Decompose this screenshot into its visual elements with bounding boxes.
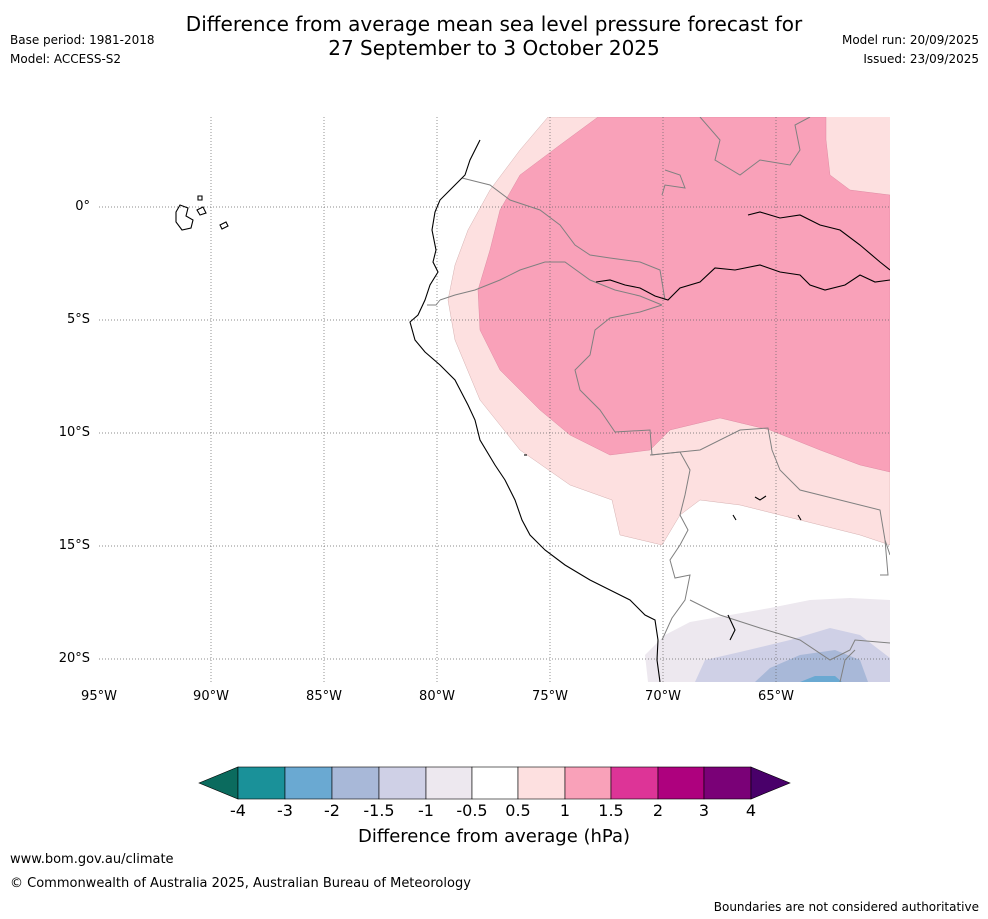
title-line-1: Difference from average mean sea level p… xyxy=(185,12,803,36)
colorbar-tick: -2 xyxy=(324,801,340,820)
map-panel xyxy=(99,117,890,682)
colorbar-extend-low xyxy=(198,766,239,800)
colorbar-tick: -1.5 xyxy=(363,801,395,820)
colorbar-segment-10 xyxy=(657,766,705,800)
coastlines xyxy=(175,139,890,682)
map-title: Difference from average mean sea level p… xyxy=(0,12,988,60)
anomaly-zone-1-1.5 xyxy=(477,117,890,473)
lat-label-0: 0° xyxy=(75,199,90,214)
colorbar-segment-3 xyxy=(331,766,380,800)
colorbar-segment-8 xyxy=(564,766,612,800)
colorbar-segment-4 xyxy=(378,766,427,800)
lon-label-80w: 80°W xyxy=(419,689,455,704)
colorbar-segment-11 xyxy=(703,766,752,800)
lat-label-10s: 10°S xyxy=(58,425,90,440)
disclaimer-text: Boundaries are not considered authoritat… xyxy=(713,900,979,914)
colorbar-tick: 2 xyxy=(652,801,664,820)
colorbar-tick: 0.5 xyxy=(505,801,531,820)
lon-label-85w: 85°W xyxy=(306,689,342,704)
gridlines xyxy=(99,117,890,682)
colorbar-tick: -0.5 xyxy=(456,801,488,820)
colorbar-segment-5 xyxy=(425,766,473,800)
colorbar-tick: 1.5 xyxy=(598,801,624,820)
anomaly-zone-neg-3-2 xyxy=(800,676,842,682)
lon-label-95w: 95°W xyxy=(81,689,117,704)
colorbar-tick: -1 xyxy=(418,801,434,820)
colorbar-tick: 4 xyxy=(745,801,757,820)
colorbar xyxy=(198,766,791,800)
copyright-text: © Commonwealth of Australia 2025, Austra… xyxy=(10,876,471,891)
website-link[interactable]: www.bom.gov.au/climate xyxy=(10,852,174,867)
lon-label-75w: 75°W xyxy=(532,689,568,704)
lat-label-15s: 15°S xyxy=(58,538,90,553)
lat-label-5s: 5°S xyxy=(66,312,90,327)
anomaly-zone-neg-2-1.5 xyxy=(755,650,868,682)
colorbar-segment-9 xyxy=(610,766,659,800)
lon-label-65w: 65°W xyxy=(758,689,794,704)
colorbar-tick: 1 xyxy=(559,801,571,820)
model-name: Model: ACCESS-S2 xyxy=(10,52,122,66)
colorbar-label: Difference from average (hPa) xyxy=(357,826,631,847)
colorbar-segment-6 xyxy=(471,766,519,800)
lon-label-70w: 70°W xyxy=(645,689,681,704)
lon-label-90w: 90°W xyxy=(193,689,229,704)
colorbar-segment-1 xyxy=(237,766,286,800)
colorbar-segment-7 xyxy=(517,766,566,800)
colorbar-tick: -4 xyxy=(230,801,246,820)
model-run: Model run: 20/09/2025 xyxy=(841,33,979,47)
title-line-2: 27 September to 3 October 2025 xyxy=(328,36,660,60)
colorbar-extend-high xyxy=(750,766,791,800)
country-borders xyxy=(427,117,890,682)
anomaly-zone-0.5-1-ne xyxy=(826,117,890,195)
base-period: Base period: 1981-2018 xyxy=(10,33,155,47)
colorbar-tick: -3 xyxy=(277,801,293,820)
colorbar-segment-2 xyxy=(284,766,333,800)
lat-label-20s: 20°S xyxy=(58,651,90,666)
colorbar-tick: 3 xyxy=(698,801,710,820)
issued-date: Issued: 23/09/2025 xyxy=(863,52,979,66)
